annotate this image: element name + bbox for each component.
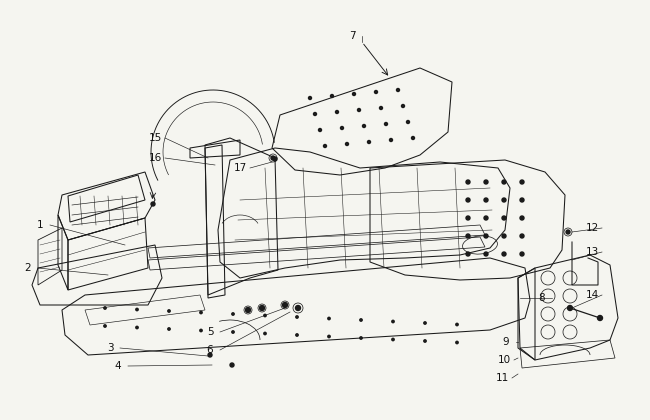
Text: 14: 14 [586,290,599,300]
Circle shape [335,110,339,113]
Circle shape [484,198,488,202]
Text: 1: 1 [36,220,44,230]
Circle shape [466,180,470,184]
Circle shape [402,105,404,108]
Circle shape [484,180,488,184]
Circle shape [104,307,106,309]
Circle shape [385,123,387,126]
Circle shape [200,311,202,314]
Circle shape [246,307,250,312]
Circle shape [104,325,106,327]
Circle shape [520,234,524,238]
Circle shape [330,94,333,97]
Text: 15: 15 [148,133,162,143]
Circle shape [360,319,362,321]
Circle shape [346,142,348,145]
Circle shape [597,315,603,320]
Text: 8: 8 [539,293,545,303]
Circle shape [328,335,330,338]
Circle shape [520,216,524,220]
Circle shape [358,108,361,111]
Circle shape [230,363,234,367]
Circle shape [168,328,170,330]
Circle shape [283,302,287,307]
Text: 3: 3 [107,343,113,353]
Circle shape [380,107,382,110]
Text: 17: 17 [233,163,246,173]
Circle shape [456,341,458,344]
Circle shape [318,129,322,131]
Circle shape [424,340,426,342]
Circle shape [389,139,393,142]
Circle shape [168,310,170,312]
Circle shape [328,317,330,320]
Circle shape [352,92,356,95]
Circle shape [392,338,394,341]
Circle shape [259,305,265,310]
Text: 16: 16 [148,153,162,163]
Circle shape [273,157,277,161]
Circle shape [363,124,365,128]
Text: 9: 9 [502,337,510,347]
Circle shape [406,121,410,123]
Circle shape [484,234,488,238]
Circle shape [296,316,298,318]
Circle shape [456,323,458,326]
Text: 6: 6 [207,345,213,355]
Circle shape [367,141,370,144]
Circle shape [502,252,506,256]
Circle shape [374,90,378,94]
Circle shape [484,216,488,220]
Circle shape [392,320,394,323]
Circle shape [502,234,506,238]
Circle shape [151,202,155,206]
Circle shape [466,234,470,238]
Circle shape [264,314,266,317]
Circle shape [520,198,524,202]
Circle shape [264,332,266,335]
Circle shape [502,198,506,202]
Circle shape [360,337,362,339]
Text: 13: 13 [586,247,599,257]
Circle shape [341,126,343,129]
Circle shape [324,144,326,147]
Circle shape [396,89,400,92]
Circle shape [271,156,275,160]
Circle shape [200,329,202,332]
Circle shape [502,216,506,220]
Circle shape [466,198,470,202]
Circle shape [566,230,570,234]
Circle shape [296,334,298,336]
Circle shape [466,216,470,220]
Text: 5: 5 [207,327,213,337]
Circle shape [232,313,234,315]
Text: 2: 2 [25,263,31,273]
Circle shape [466,252,470,256]
Text: 12: 12 [586,223,599,233]
Circle shape [567,305,573,310]
Circle shape [309,97,311,100]
Circle shape [313,113,317,116]
Circle shape [424,322,426,324]
Text: 7: 7 [348,31,356,41]
Circle shape [520,252,524,256]
Circle shape [136,326,138,329]
Text: 4: 4 [114,361,122,371]
Circle shape [296,305,300,310]
Text: 11: 11 [495,373,508,383]
Circle shape [208,353,212,357]
Circle shape [520,180,524,184]
Circle shape [232,331,234,333]
Circle shape [136,308,138,311]
Circle shape [484,252,488,256]
Text: 10: 10 [497,355,510,365]
Circle shape [502,180,506,184]
Circle shape [411,136,415,139]
